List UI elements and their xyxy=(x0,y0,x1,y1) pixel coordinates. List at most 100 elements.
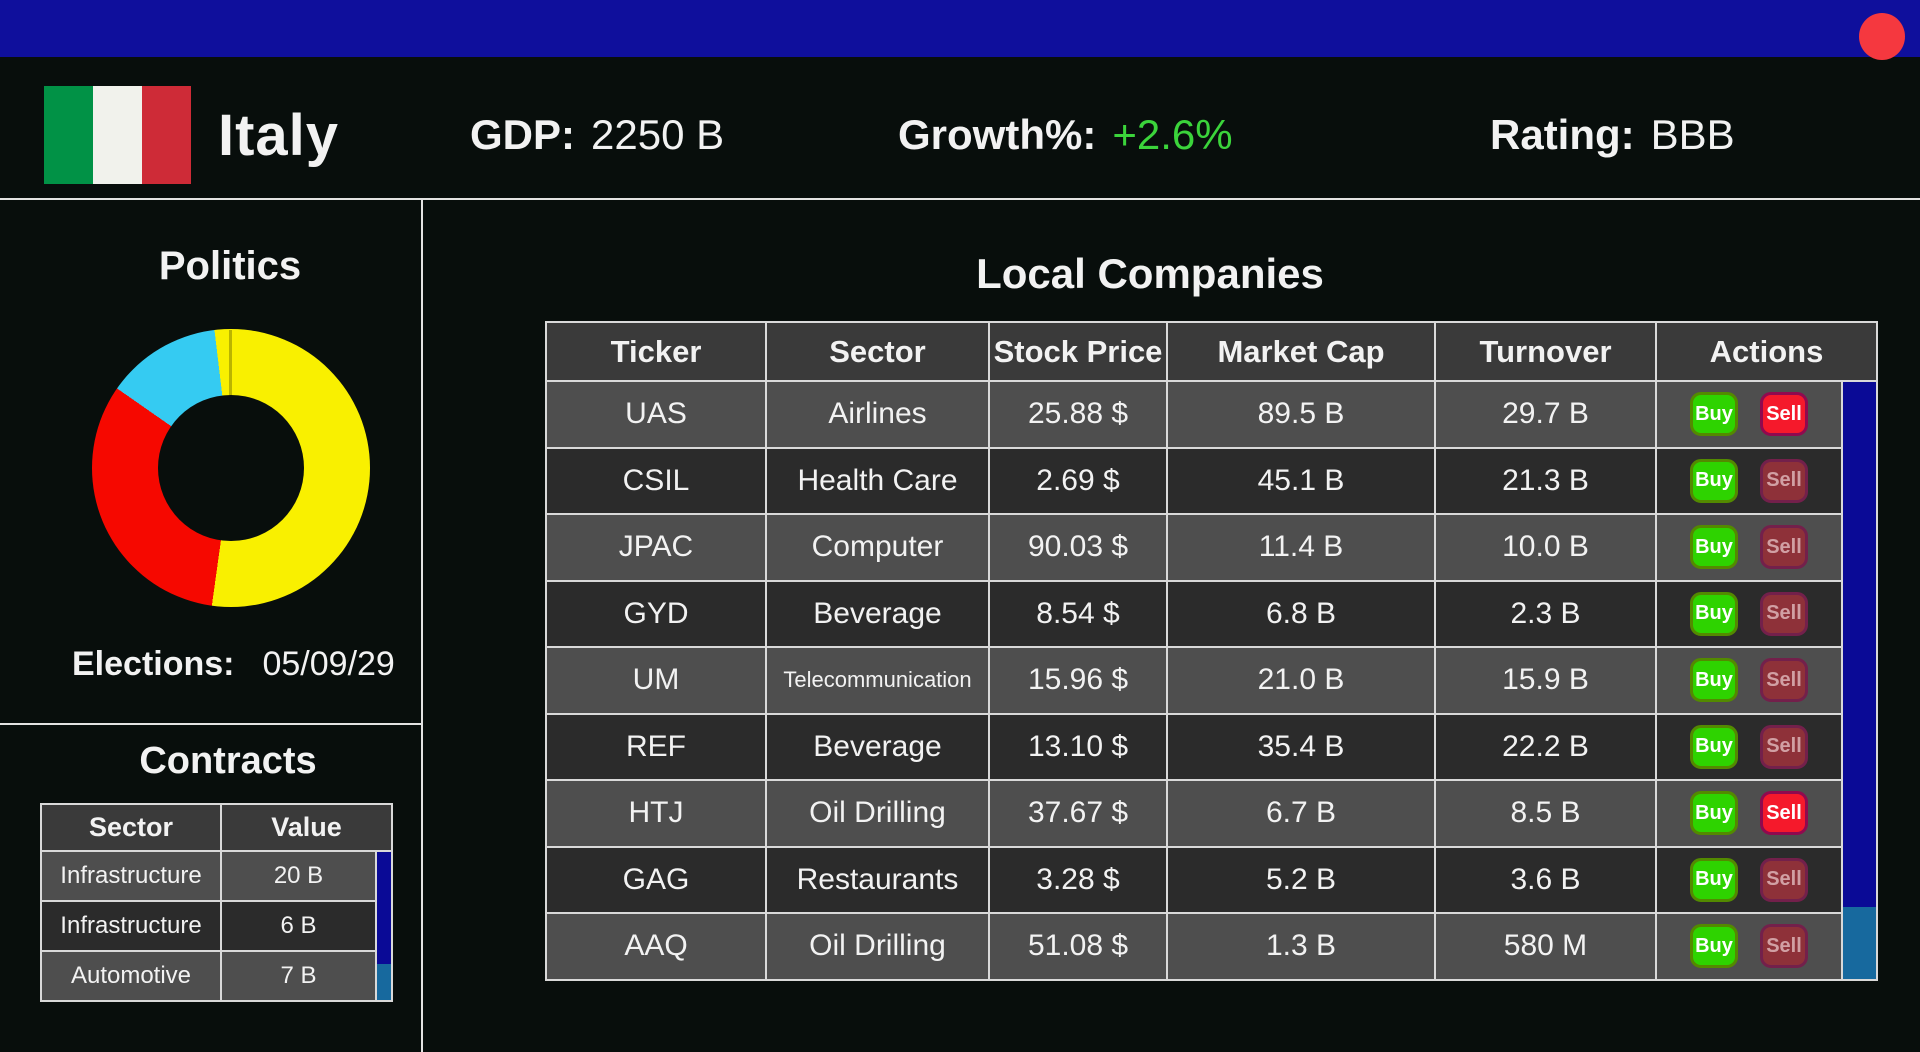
growth-value: +2.6% xyxy=(1112,111,1233,158)
turnover-cell: 3.6 B xyxy=(1436,847,1655,912)
market-cap-cell: 35.4 B xyxy=(1168,714,1434,779)
contracts-scrollbar[interactable] xyxy=(377,852,391,1000)
gdp-value: 2250 B xyxy=(591,111,725,158)
companies-header-sector: Sector xyxy=(767,323,988,380)
gdp-stat: GDP: 2250 B xyxy=(470,86,724,184)
header-divider xyxy=(0,198,1920,200)
buy-button[interactable]: Buy xyxy=(1690,458,1738,503)
stock-price-cell: 3.28 $ xyxy=(990,847,1166,912)
rating-stat: Rating: BBB xyxy=(1490,86,1735,184)
ticker-cell: JPAC xyxy=(547,515,765,580)
flag-band-green xyxy=(44,86,93,184)
contract-sector-cell: Infrastructure xyxy=(42,852,220,900)
turnover-cell: 8.5 B xyxy=(1436,781,1655,846)
flag-band-white xyxy=(93,86,142,184)
stock-price-cell: 13.10 $ xyxy=(990,714,1166,779)
ticker-cell: REF xyxy=(547,714,765,779)
stock-price-cell: 37.67 $ xyxy=(990,781,1166,846)
sector-cell: Telecommunication xyxy=(767,648,988,713)
rating-label: Rating: xyxy=(1490,111,1635,158)
sector-cell: Computer xyxy=(767,515,988,580)
donut-segment-divider xyxy=(229,330,232,396)
market-cap-cell: 6.7 B xyxy=(1168,781,1434,846)
actions-cell: Buy Sell xyxy=(1657,581,1841,646)
sell-button[interactable]: Sell xyxy=(1760,924,1808,969)
buy-button[interactable]: Buy xyxy=(1690,392,1738,437)
market-cap-cell: 89.5 B xyxy=(1168,382,1434,447)
companies-header-actions: Actions xyxy=(1657,323,1876,380)
stock-price-cell: 15.96 $ xyxy=(990,648,1166,713)
sell-button[interactable]: Sell xyxy=(1760,525,1808,570)
buy-button[interactable]: Buy xyxy=(1690,658,1738,703)
sell-button[interactable]: Sell xyxy=(1760,658,1808,703)
sector-cell: Restaurants xyxy=(767,847,988,912)
contracts-table: Sector Value Infrastructure 20 B Infrastruct… xyxy=(40,803,393,1002)
market-cap-cell: 6.8 B xyxy=(1168,581,1434,646)
rating-value: BBB xyxy=(1650,111,1735,158)
sector-cell: Beverage xyxy=(767,581,988,646)
market-cap-cell: 45.1 B xyxy=(1168,448,1434,513)
gdp-label: GDP: xyxy=(470,111,575,158)
sector-cell: Oil Drilling xyxy=(767,914,988,979)
sell-button[interactable]: Sell xyxy=(1760,724,1808,769)
elections-info: Elections: 05/09/29 xyxy=(72,645,395,684)
turnover-cell: 29.7 B xyxy=(1436,382,1655,447)
market-cap-cell: 5.2 B xyxy=(1168,847,1434,912)
stock-price-cell: 2.69 $ xyxy=(990,448,1166,513)
buy-button[interactable]: Buy xyxy=(1690,525,1738,570)
ticker-cell: AAQ xyxy=(547,914,765,979)
contract-value-cell: 7 B xyxy=(222,952,375,1000)
companies-scrollbar-thumb[interactable] xyxy=(1843,906,1876,979)
politics-title: Politics xyxy=(158,244,302,288)
contracts-scrollbar-thumb[interactable] xyxy=(377,964,391,1000)
elections-date: 05/09/29 xyxy=(262,645,395,683)
growth-label: Growth%: xyxy=(898,111,1097,158)
flag-band-red xyxy=(142,86,191,184)
buy-button[interactable]: Buy xyxy=(1690,791,1738,836)
sell-button[interactable]: Sell xyxy=(1760,791,1808,836)
stock-price-cell: 51.08 $ xyxy=(990,914,1166,979)
local-companies-table: Ticker Sector Stock Price Market Cap Turnove… xyxy=(545,321,1878,981)
sell-button[interactable]: Sell xyxy=(1760,458,1808,503)
market-cap-cell: 1.3 B xyxy=(1168,914,1434,979)
growth-stat: Growth%: +2.6% xyxy=(898,86,1233,184)
turnover-cell: 15.9 B xyxy=(1436,648,1655,713)
companies-header-market-cap: Market Cap xyxy=(1168,323,1434,380)
sell-button[interactable]: Sell xyxy=(1760,591,1808,636)
buy-button[interactable]: Buy xyxy=(1690,591,1738,636)
sell-button[interactable]: Sell xyxy=(1760,392,1808,437)
actions-cell: Buy Sell xyxy=(1657,714,1841,779)
top-bar xyxy=(0,0,1920,60)
panel-divider xyxy=(421,198,423,1052)
stock-price-cell: 90.03 $ xyxy=(990,515,1166,580)
actions-cell: Buy Sell xyxy=(1657,781,1841,846)
politics-donut-chart xyxy=(92,329,370,607)
actions-cell: Buy Sell xyxy=(1657,448,1841,513)
turnover-cell: 21.3 B xyxy=(1436,448,1655,513)
alert-dot-icon[interactable] xyxy=(1859,13,1905,60)
stock-price-cell: 25.88 $ xyxy=(990,382,1166,447)
sell-button[interactable]: Sell xyxy=(1760,857,1808,902)
companies-header-stock-price: Stock Price xyxy=(990,323,1166,380)
buy-button[interactable]: Buy xyxy=(1690,924,1738,969)
contracts-header-value: Value xyxy=(222,805,391,850)
turnover-cell: 2.3 B xyxy=(1436,581,1655,646)
buy-button[interactable]: Buy xyxy=(1690,857,1738,902)
ticker-cell: CSIL xyxy=(547,448,765,513)
buy-button[interactable]: Buy xyxy=(1690,724,1738,769)
actions-cell: Buy Sell xyxy=(1657,847,1841,912)
ticker-cell: GAG xyxy=(547,847,765,912)
contracts-header-sector: Sector xyxy=(42,805,220,850)
companies-header-turnover: Turnover xyxy=(1436,323,1655,380)
ticker-cell: GYD xyxy=(547,581,765,646)
country-name: Italy xyxy=(218,102,340,168)
contract-sector-cell: Automotive xyxy=(42,952,220,1000)
sector-cell: Health Care xyxy=(767,448,988,513)
local-companies-title: Local Companies xyxy=(976,250,1324,297)
companies-scrollbar[interactable] xyxy=(1843,382,1876,979)
politics-contracts-divider xyxy=(0,723,421,725)
actions-cell: Buy Sell xyxy=(1657,382,1841,447)
italy-flag-icon xyxy=(44,86,191,184)
ticker-cell: HTJ xyxy=(547,781,765,846)
market-cap-cell: 11.4 B xyxy=(1168,515,1434,580)
